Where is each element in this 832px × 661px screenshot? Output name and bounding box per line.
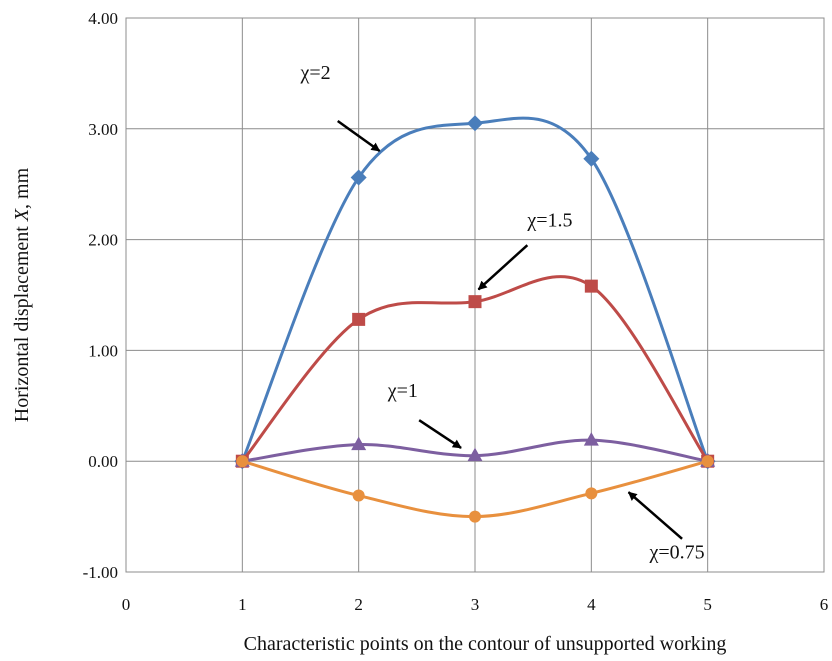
x-tick-label: 3 [471,595,480,614]
x-axis-ticks: 0 1 2 3 4 5 6 [122,595,829,614]
x-tick-label: 5 [703,595,712,614]
data-point-triangle [467,447,483,462]
y-axis-title-variable: X [11,208,33,222]
data-point-square [584,279,598,293]
series-circle [236,455,714,523]
data-point-diamond [583,150,600,167]
data-point-diamond [350,169,367,186]
annotation-arrow [337,120,381,152]
data-point-diamond [467,115,483,132]
series-label: χ=1.5 [526,209,572,231]
data-point-square [468,295,482,309]
annotation-arrow [627,491,683,540]
y-axis-title-unit: , mm [11,167,33,209]
y-axis-ticks: -1.00 0.00 1.00 2.00 3.00 4.00 [83,9,118,582]
annotation-arrow [418,419,462,449]
series-label: χ=0.75 [649,542,705,564]
x-tick-label: 1 [238,595,247,614]
plot-frame [125,17,825,573]
data-point-circle [352,489,365,502]
y-axis-title-prefix: Horizontal displacement [11,221,33,422]
data-point-square [352,312,366,326]
data-point-circle [469,510,481,523]
y-tick-label: 1.00 [88,341,118,360]
y-tick-label: 0.00 [88,452,118,471]
series-layer [234,115,716,523]
x-tick-label: 6 [820,595,829,614]
data-point-circle [701,455,714,468]
y-tick-label: 2.00 [88,231,118,250]
data-point-circle [236,455,249,468]
annotation-layer: χ=2 χ=1.5 χ=1 χ=0.75 [300,62,705,564]
series-label: χ=1 [387,380,418,402]
y-tick-label: -1.00 [83,563,118,582]
x-axis-title: Characteristic points on the contour of … [244,633,727,655]
y-tick-label: 4.00 [88,9,118,28]
y-tick-label: 3.00 [88,120,118,139]
data-point-triangle [351,436,367,451]
x-tick-label: 4 [587,595,596,614]
data-point-circle [585,487,598,500]
data-point-triangle [583,432,599,446]
annotation-arrow [477,244,529,291]
x-tick-label: 2 [354,595,363,614]
x-tick-label: 0 [122,595,131,614]
y-axis-title: Horizontal displacement X, mm [11,167,33,422]
grid [125,17,825,573]
series-label: χ=2 [300,62,331,84]
